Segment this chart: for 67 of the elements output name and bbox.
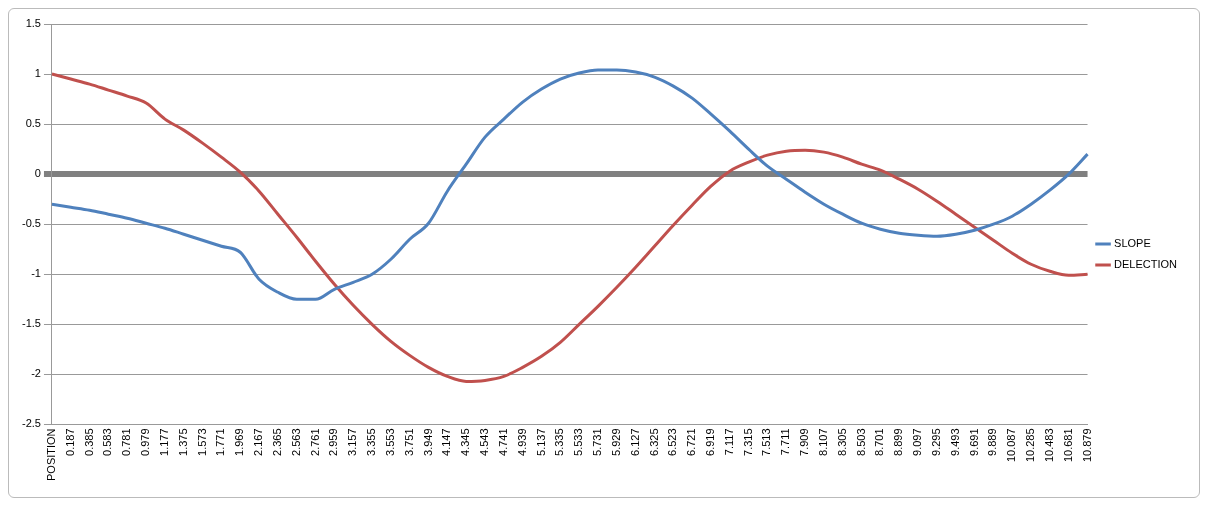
- x-tick-label: 5.929: [609, 428, 622, 456]
- x-tick-label: 8.899: [892, 428, 905, 456]
- x-tick-label: 3.751: [402, 428, 415, 456]
- x-tick-label: 9.691: [967, 428, 980, 456]
- y-tick-label: 1.5: [25, 17, 41, 30]
- x-tick-label: 2.563: [289, 428, 302, 456]
- x-tick-label: 5.335: [553, 428, 566, 456]
- x-tick-label: 7.117: [722, 428, 735, 456]
- x-tick-label: 0.187: [63, 428, 76, 456]
- x-tick-label: 10.681: [1061, 428, 1074, 463]
- x-tick-label: 0.979: [139, 428, 152, 456]
- x-tick-label: 9.295: [929, 428, 942, 456]
- x-tick-label: 4.741: [496, 428, 509, 456]
- x-tick-label: 4.939: [515, 428, 528, 456]
- x-tick-label: 2.761: [308, 428, 321, 456]
- x-tick-label: 1.771: [214, 428, 227, 456]
- x-tick-label: 3.553: [383, 428, 396, 456]
- x-tick-label: 5.533: [572, 428, 585, 456]
- legend-label: SLOPE: [1114, 237, 1151, 250]
- x-tick-label: 8.305: [835, 428, 848, 456]
- x-tick-label: 1.177: [157, 428, 170, 456]
- x-tick-label: 7.909: [798, 428, 811, 456]
- x-tick-label: 8.503: [854, 428, 867, 456]
- x-tick-label: 0.385: [82, 428, 95, 456]
- x-tick-label: 3.157: [346, 428, 359, 456]
- y-tick-label: -2: [31, 367, 41, 380]
- x-tick-label: 6.721: [685, 428, 698, 456]
- x-tick-label: 6.127: [628, 428, 641, 456]
- x-tick-label: 4.543: [478, 428, 491, 456]
- x-tick-label: 6.523: [666, 428, 679, 456]
- y-tick-label: -1: [31, 267, 41, 280]
- x-tick-label: 10.087: [1005, 428, 1018, 463]
- x-tick-label: 1.375: [176, 428, 189, 456]
- legend-label: DELECTION: [1114, 258, 1178, 271]
- x-tick-label: 5.137: [534, 428, 547, 456]
- x-tick-label: 4.345: [459, 428, 472, 456]
- x-tick-label: 2.365: [270, 428, 283, 456]
- x-tick-label: 9.097: [911, 428, 924, 456]
- x-tick-label: 10.285: [1024, 428, 1037, 463]
- x-tick-label: 7.315: [741, 428, 754, 456]
- x-tick-label: POSITION: [44, 428, 57, 481]
- x-tick-label: 2.959: [327, 428, 340, 456]
- x-tick-label: 8.701: [873, 428, 886, 456]
- x-tick-label: 2.167: [252, 428, 265, 456]
- y-tick-label: 1: [34, 67, 41, 80]
- y-tick-label: 0: [34, 167, 41, 180]
- x-tick-label: 9.889: [986, 428, 999, 456]
- x-tick-label: 10.879: [1080, 428, 1093, 463]
- x-tick-label: 3.949: [421, 428, 434, 456]
- x-tick-label: 0.781: [120, 428, 133, 456]
- x-tick-label: 4.147: [440, 428, 453, 456]
- y-tick-label: -2.5: [21, 417, 41, 430]
- y-tick-label: 0.5: [25, 117, 41, 130]
- x-tick-label: 0.583: [101, 428, 114, 456]
- x-tick-label: 6.325: [647, 428, 660, 456]
- x-tick-label: 5.731: [591, 428, 604, 456]
- x-tick-label: 8.107: [816, 428, 829, 456]
- x-tick-label: 1.573: [195, 428, 208, 456]
- x-tick-label: 10.483: [1042, 428, 1055, 463]
- y-tick-label: -0.5: [21, 217, 41, 230]
- x-tick-label: 3.355: [365, 428, 378, 456]
- x-tick-label: 7.711: [779, 428, 792, 456]
- x-tick-label: 1.969: [233, 428, 246, 456]
- x-tick-label: 9.493: [948, 428, 961, 456]
- y-tick-label: -1.5: [21, 317, 41, 330]
- x-tick-label: 6.919: [704, 428, 716, 456]
- x-tick-label: 7.513: [760, 428, 773, 456]
